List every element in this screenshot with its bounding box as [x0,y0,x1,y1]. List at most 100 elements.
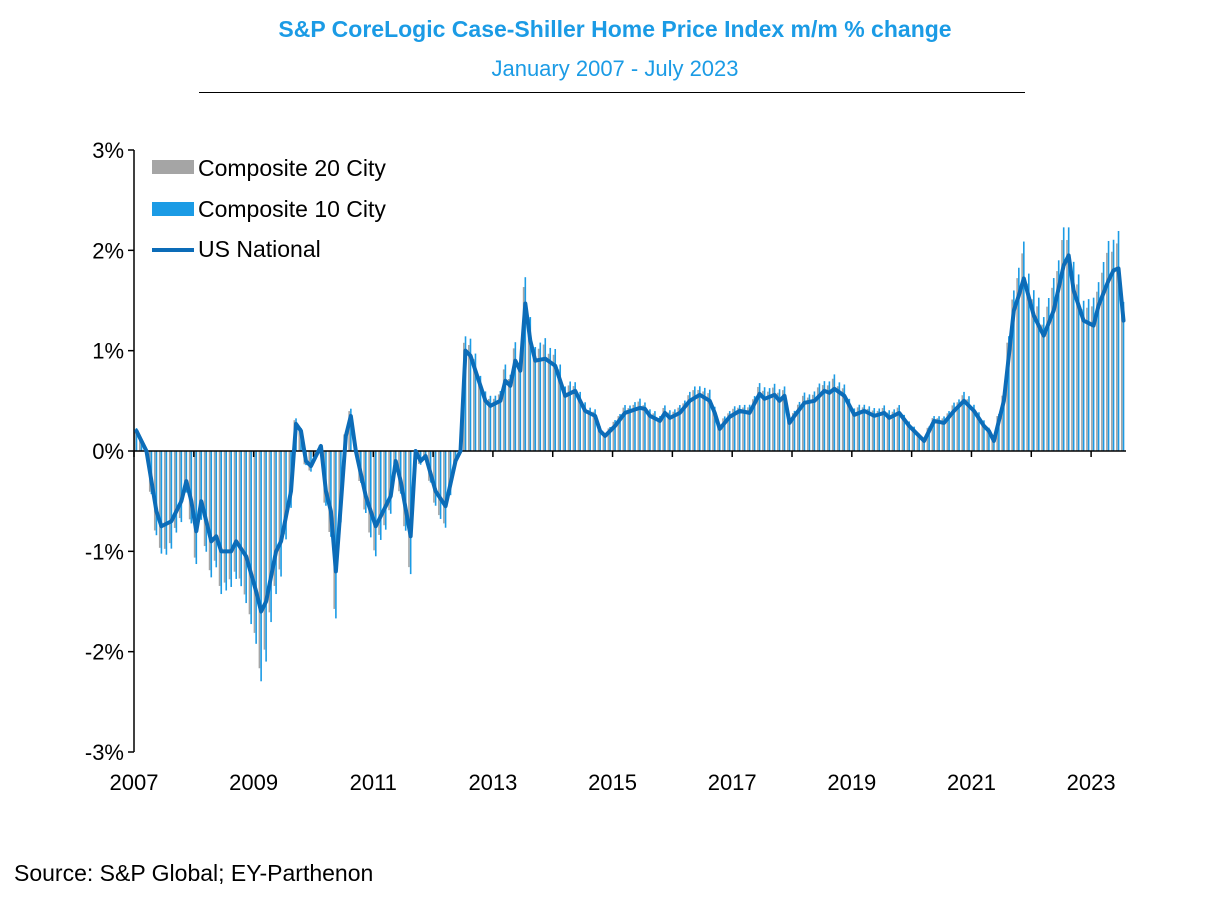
bar-composite-20 [792,413,794,451]
bar-composite-20 [178,451,181,519]
bar-composite-20 [1016,278,1018,451]
bar-composite-20 [1056,271,1058,451]
bar-composite-10 [649,409,651,451]
bar-composite-20 [1026,283,1028,451]
bar-composite-10 [798,401,801,451]
bar-composite-10 [609,427,611,451]
bar-composite-10 [993,439,995,451]
bar-composite-10 [674,409,676,451]
bar-composite-10 [310,451,312,472]
bar-composite-10 [524,277,527,451]
bar-composite-10 [828,381,831,451]
bar-composite-20 [647,411,650,451]
bar-composite-20 [622,407,625,451]
bar-composite-10 [539,342,542,451]
bar-composite-20 [672,411,674,451]
bar-composite-20 [986,429,989,451]
bar-composite-10 [624,405,626,451]
bar-composite-20 [238,451,241,579]
bar-composite-20 [562,390,565,451]
y-tick-label: -3% [85,740,124,765]
bar-composite-20 [717,426,719,451]
bar-composite-20 [946,413,949,451]
bar-composite-10 [330,451,332,537]
bar-composite-20 [1116,243,1118,451]
bar-composite-10 [369,451,372,538]
bar-composite-20 [258,451,261,669]
bar-composite-10 [843,384,846,451]
chart-subtitle: January 2007 - July 2023 [491,56,739,81]
bar-composite-20 [677,407,679,451]
bar-composite-20 [657,418,660,451]
bar-composite-10 [913,426,915,451]
bar-composite-10 [1102,262,1105,451]
bar-composite-20 [612,421,615,451]
bar-composite-20 [1121,310,1123,451]
bar-composite-10 [738,405,741,451]
bar-composite-20 [722,418,724,451]
title-rule [199,92,1025,93]
bar-composite-20 [492,398,495,451]
bar-composite-20 [193,451,196,558]
bar-composite-10 [659,416,661,451]
bar-composite-10 [933,416,935,451]
bar-composite-10 [449,451,452,496]
bar-composite-10 [1092,297,1095,451]
bar-composite-20 [951,405,954,451]
bar-composite-10 [564,386,566,451]
bar-composite-20 [313,451,316,458]
bars-group [134,227,1125,682]
bar-composite-20 [547,353,550,451]
bar-composite-20 [1011,299,1013,451]
bar-composite-20 [767,391,769,451]
bar-composite-20 [507,379,510,451]
bar-composite-10 [679,405,681,451]
bar-composite-20 [667,412,669,451]
bar-composite-10 [883,405,886,451]
bar-composite-20 [811,394,814,451]
source-note: Source: S&P Global; EY-Parthenon [14,860,374,886]
bar-composite-10 [504,364,507,451]
bar-composite-20 [243,451,246,595]
bar-composite-10 [1107,240,1110,451]
bar-composite-20 [687,395,689,451]
bar-composite-10 [280,451,282,577]
bar-composite-20 [727,413,729,451]
bar-composite-10 [639,398,641,451]
bar-composite-20 [1041,324,1043,451]
bar-composite-10 [285,451,287,540]
bar-composite-10 [514,342,517,451]
bar-composite-10 [758,383,761,451]
bar-composite-20 [278,451,281,570]
bar-composite-10 [275,451,277,595]
bar-composite-10 [509,374,512,451]
bar-composite-20 [388,451,390,511]
bar-composite-10 [948,411,950,451]
bar-composite-10 [863,404,866,451]
bar-composite-10 [723,416,726,451]
x-tick-label: 2015 [588,770,637,795]
bar-composite-10 [753,396,756,451]
bar-composite-20 [527,324,530,451]
bar-composite-10 [893,409,896,451]
bar-composite-20 [472,359,475,451]
bar-composite-20 [577,395,580,451]
bar-composite-10 [195,451,198,565]
bar-composite-10 [384,451,387,530]
bar-composite-10 [743,404,746,451]
bar-composite-10 [220,451,223,595]
x-tick-label: 2019 [827,770,876,795]
legend: Composite 20 City Composite 10 City US N… [152,155,386,262]
bar-composite-20 [218,451,221,586]
bar-composite-20 [467,345,470,451]
bar-composite-20 [477,380,480,451]
bar-composite-20 [373,451,375,551]
bar-composite-20 [961,395,964,451]
bar-composite-20 [682,403,684,451]
bar-composite-10 [619,414,621,451]
bar-composite-10 [694,386,696,451]
bar-composite-10 [614,420,616,451]
bar-composite-10 [1097,282,1100,451]
bar-composite-10 [654,411,656,451]
x-tick-label: 2011 [350,770,397,795]
